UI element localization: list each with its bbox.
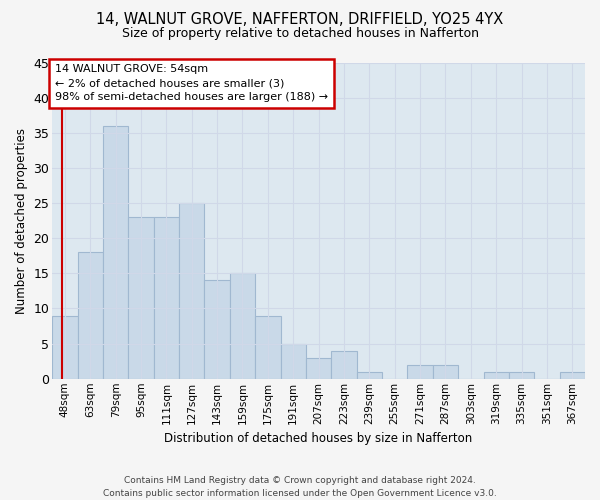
- Bar: [306, 358, 331, 379]
- Y-axis label: Number of detached properties: Number of detached properties: [15, 128, 28, 314]
- Bar: [230, 274, 255, 379]
- Bar: [128, 217, 154, 379]
- Bar: [433, 364, 458, 379]
- Bar: [179, 203, 205, 379]
- Text: Size of property relative to detached houses in Nafferton: Size of property relative to detached ho…: [121, 28, 479, 40]
- Bar: [509, 372, 534, 379]
- Bar: [356, 372, 382, 379]
- Bar: [560, 372, 585, 379]
- Text: 14, WALNUT GROVE, NAFFERTON, DRIFFIELD, YO25 4YX: 14, WALNUT GROVE, NAFFERTON, DRIFFIELD, …: [97, 12, 503, 28]
- Bar: [255, 316, 281, 379]
- Bar: [52, 316, 77, 379]
- Bar: [77, 252, 103, 379]
- Text: Contains HM Land Registry data © Crown copyright and database right 2024.
Contai: Contains HM Land Registry data © Crown c…: [103, 476, 497, 498]
- Text: 14 WALNUT GROVE: 54sqm
← 2% of detached houses are smaller (3)
98% of semi-detac: 14 WALNUT GROVE: 54sqm ← 2% of detached …: [55, 64, 328, 102]
- Bar: [331, 350, 356, 379]
- Bar: [154, 217, 179, 379]
- Bar: [281, 344, 306, 379]
- Bar: [407, 364, 433, 379]
- Bar: [484, 372, 509, 379]
- Bar: [103, 126, 128, 379]
- Bar: [205, 280, 230, 379]
- X-axis label: Distribution of detached houses by size in Nafferton: Distribution of detached houses by size …: [164, 432, 473, 445]
